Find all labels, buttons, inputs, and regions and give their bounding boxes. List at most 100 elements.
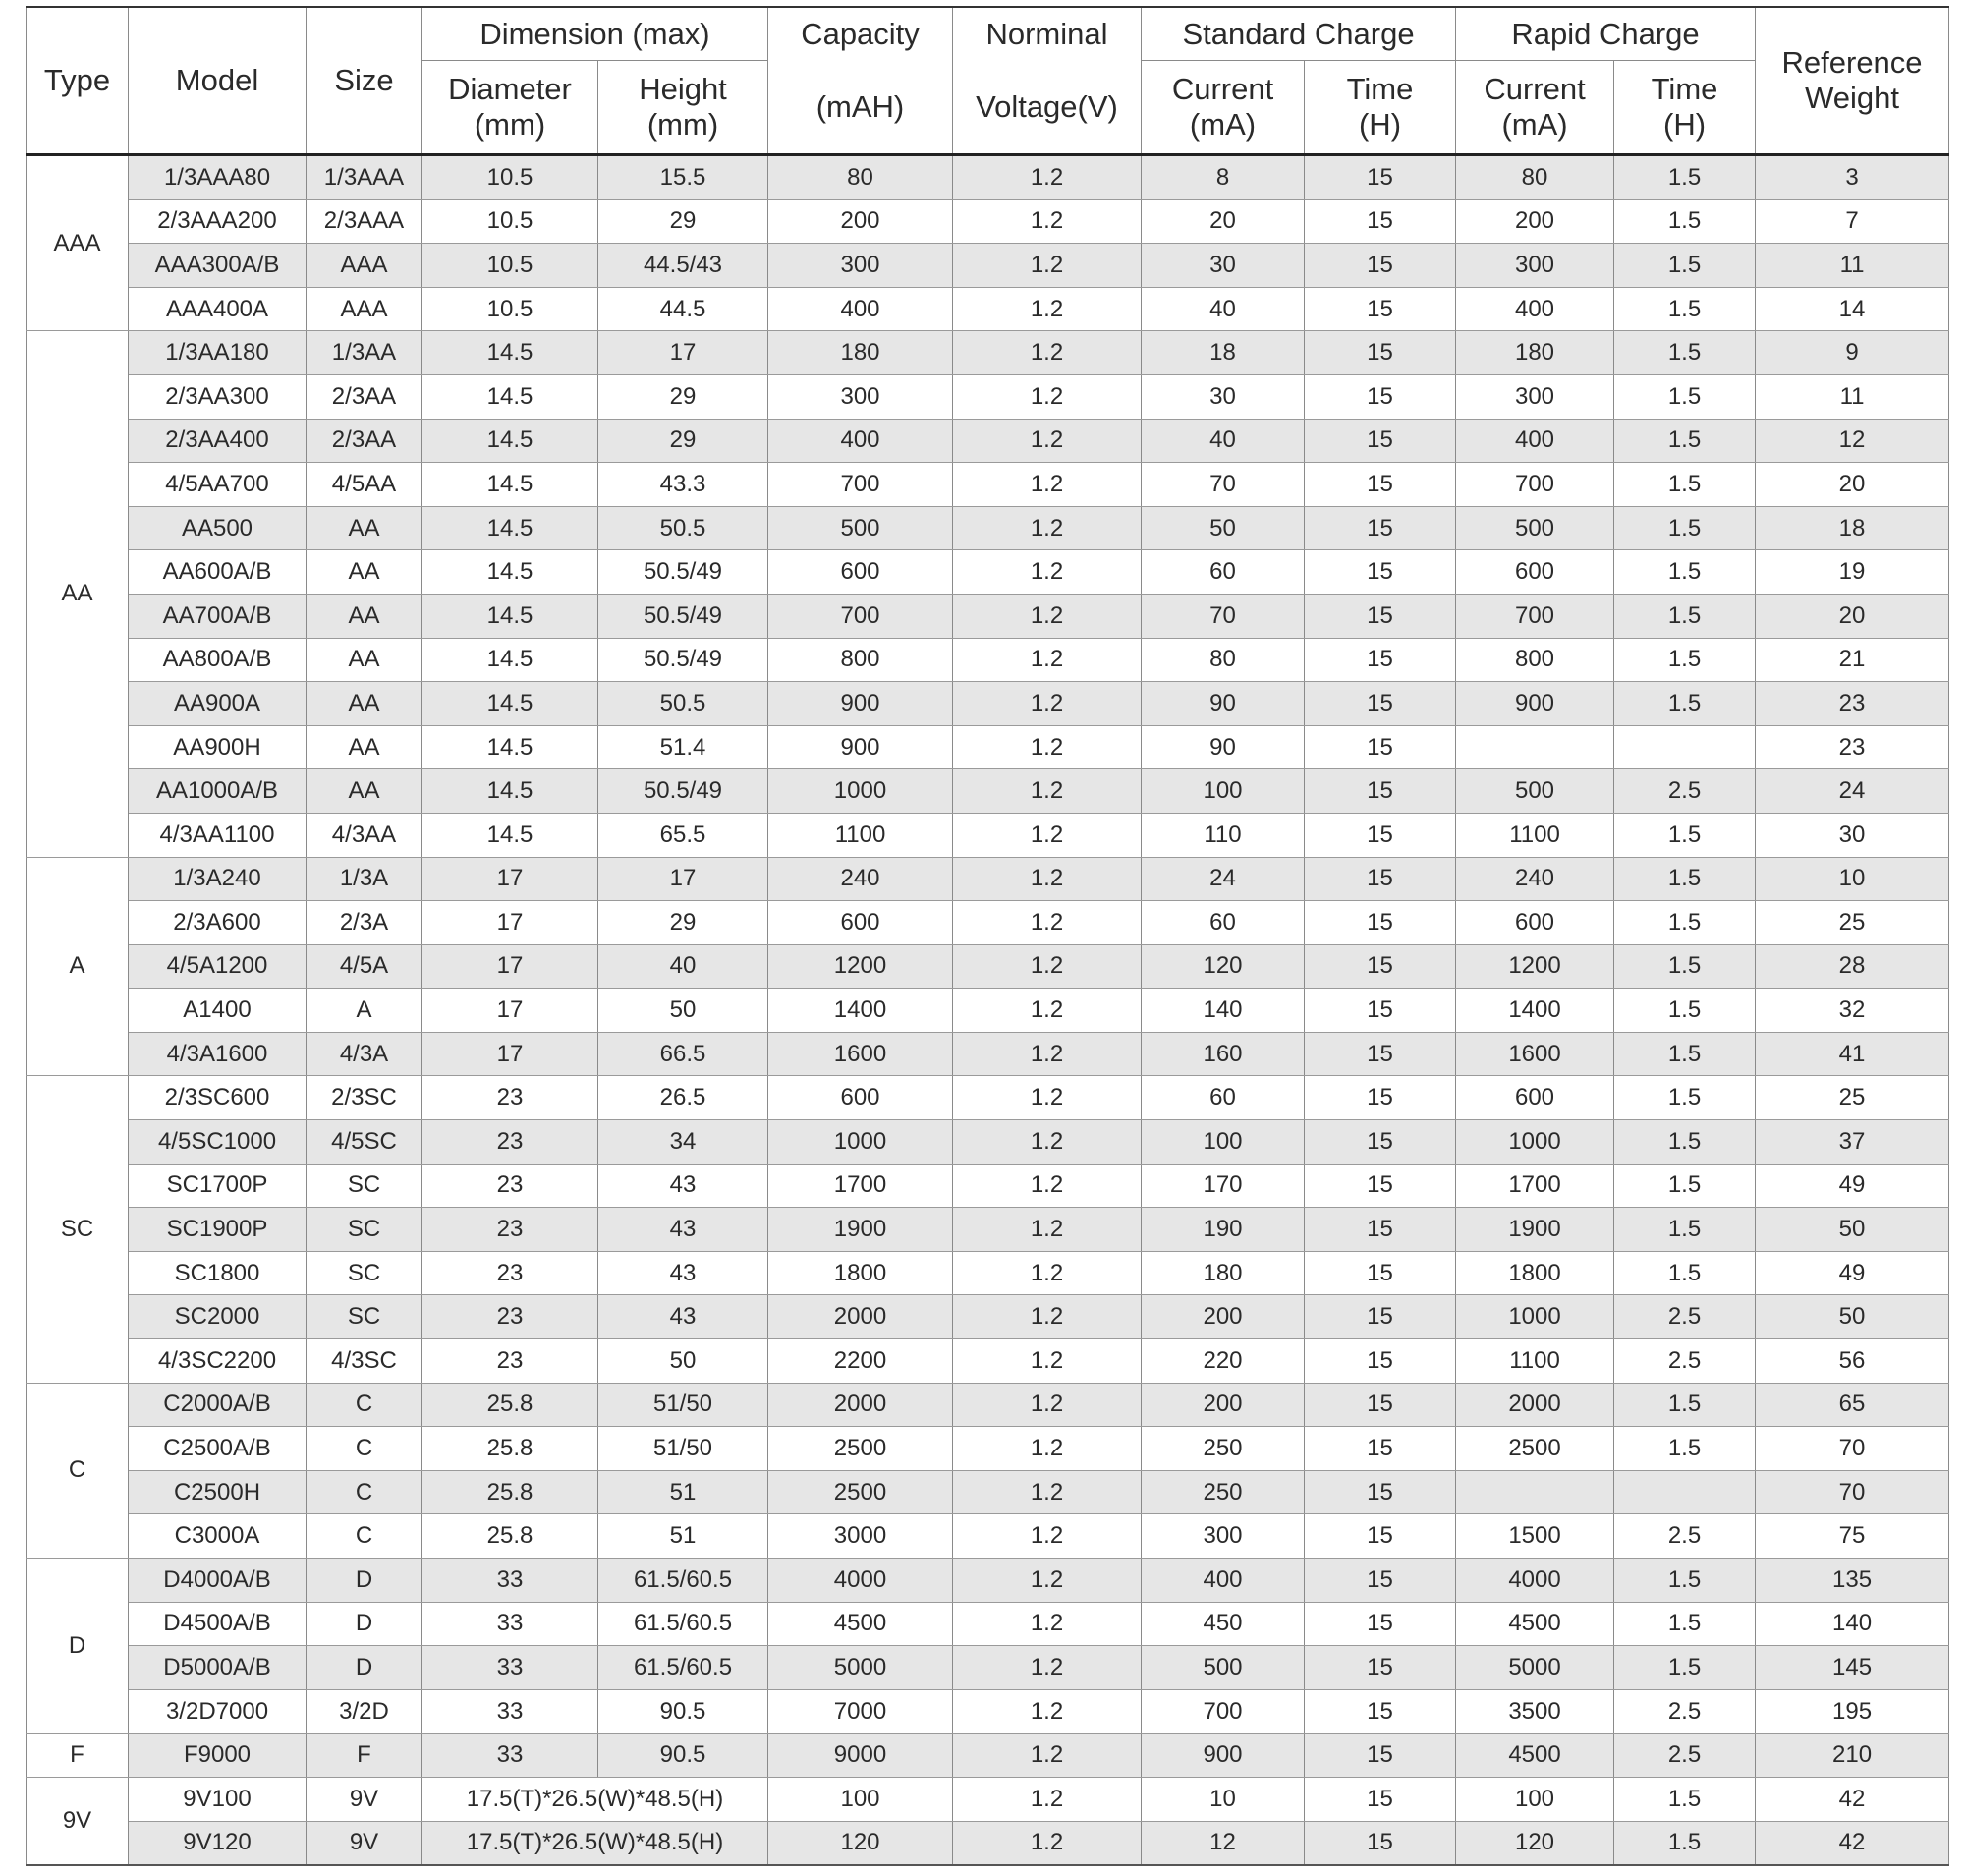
table-cell: 70 <box>1755 1470 1950 1515</box>
header-cell: Rapid Charge <box>1455 6 1757 61</box>
table-cell: C2500A/B <box>128 1426 307 1471</box>
table-cell: 1/3AA180 <box>128 330 307 375</box>
table-cell: AAA400A <box>128 287 307 332</box>
table-cell: 2/3AA400 <box>128 419 307 464</box>
table-cell: 1.5 <box>1613 243 1757 288</box>
table-cell: 15 <box>1303 988 1457 1033</box>
table-cell: 1.2 <box>952 857 1142 902</box>
table-cell: 15 <box>1303 1251 1457 1296</box>
table-cell: D <box>306 1558 422 1603</box>
table-cell: 60 <box>1141 1075 1305 1121</box>
table-row: 4/3SC2200 4/3SC 23 50 2200 1.2 220 15 1100 2.5 56 <box>27 1338 1950 1384</box>
table-cell: 1/3A <box>306 857 422 902</box>
table-cell: 3/2D7000 <box>128 1689 307 1734</box>
header-cell: Time (H) <box>1303 60 1457 156</box>
table-cell: 700 <box>1141 1689 1305 1734</box>
table-cell: 1.5 <box>1613 1821 1757 1867</box>
table-cell: 1.5 <box>1613 287 1757 332</box>
table-row: SC1900P SC 23 43 1900 1.2 190 15 1900 1.5 50 <box>27 1207 1950 1252</box>
table-cell: D5000A/B <box>128 1645 307 1690</box>
header-cell: Type <box>26 6 129 156</box>
table-cell: 61.5/60.5 <box>597 1645 768 1690</box>
table-cell: 120 <box>1141 944 1305 990</box>
table-cell: 1.5 <box>1613 1164 1757 1209</box>
table-cell: C <box>306 1426 422 1471</box>
table-row: SC 2/3SC600 2/3SC 23 26.5 600 1.2 60 15 600 1.5 25 <box>26 1075 1950 1384</box>
table-cell: 30 <box>1141 374 1305 420</box>
header-cell: Current (mA) <box>1141 60 1305 156</box>
table-cell: 10.5 <box>421 154 598 200</box>
table-cell: 1.2 <box>952 1338 1142 1384</box>
table-cell: 195 <box>1755 1689 1950 1734</box>
table-cell: 1.2 <box>952 1821 1142 1867</box>
table-cell: 400 <box>1455 287 1615 332</box>
table-cell: 23 <box>1755 725 1950 770</box>
table-cell: 50 <box>597 988 768 1033</box>
table-cell: 1.2 <box>952 1032 1142 1077</box>
table-cell: 1.2 <box>952 725 1142 770</box>
table-cell: 1.5 <box>1613 1075 1757 1121</box>
table-row: AA1000A/B AA 14.5 50.5/49 1000 1.2 100 15 500 2.5… <box>27 768 1950 814</box>
table-cell: 9 <box>1755 330 1950 375</box>
table-cell: 15 <box>1303 1689 1457 1734</box>
table-cell: 1100 <box>767 813 953 858</box>
table-cell: 135 <box>1755 1558 1950 1603</box>
table-cell: 2500 <box>767 1426 953 1471</box>
table-cell: 2000 <box>767 1383 953 1428</box>
table-cell: 23 <box>421 1164 598 1209</box>
table-cell: 29 <box>597 900 768 945</box>
table-cell: 1.2 <box>952 594 1142 639</box>
table-cell: 18 <box>1755 506 1950 551</box>
table-cell: 17.5(T)*26.5(W)*48.5(H) <box>421 1777 768 1822</box>
table-cell: C3000A <box>128 1513 307 1559</box>
table-row: F F9000 F 33 90.5 9000 1.2 900 15 4500 2.5 210 <box>26 1733 1950 1778</box>
table-cell: 9V100 <box>128 1777 307 1822</box>
table-cell: 25.8 <box>421 1470 598 1515</box>
table-cell: 7 <box>1755 199 1950 245</box>
table-cell: 500 <box>767 506 953 551</box>
table-cell: SC1700P <box>128 1164 307 1209</box>
table-cell: 70 <box>1141 462 1305 507</box>
table-cell: 70 <box>1141 594 1305 639</box>
table-cell: 66.5 <box>597 1032 768 1077</box>
table-cell: 1.5 <box>1613 1032 1757 1077</box>
table-cell: 60 <box>1141 900 1305 945</box>
table-cell: 400 <box>767 419 953 464</box>
table-cell: 300 <box>1455 374 1615 420</box>
table-cell: 4/3A <box>306 1032 422 1077</box>
table-cell <box>1613 725 1757 770</box>
table-cell: 2200 <box>767 1338 953 1384</box>
table-cell <box>1455 1470 1615 1515</box>
table-cell: 18 <box>1141 330 1305 375</box>
table-cell: 65 <box>1755 1383 1950 1428</box>
table-cell: 1.2 <box>952 374 1142 420</box>
table-cell: 33 <box>421 1689 598 1734</box>
table-cell: 25.8 <box>421 1513 598 1559</box>
type-cell: C <box>26 1383 129 1560</box>
table-row: C C2000A/B C 25.8 51/50 2000 1.2 200 15 2000 1.5 65 <box>26 1383 1950 1560</box>
header-cell: Reference Weight <box>1755 6 1950 156</box>
table-cell: 15 <box>1303 1470 1457 1515</box>
table-cell: 15 <box>1303 1075 1457 1121</box>
table-cell: 900 <box>1455 681 1615 726</box>
table-cell: 700 <box>767 462 953 507</box>
table-cell: 40 <box>1141 287 1305 332</box>
table-cell: 1.2 <box>952 1426 1142 1471</box>
table-cell: 1.2 <box>952 1513 1142 1559</box>
header-cell: Capacity <box>767 6 953 61</box>
header-cell: Height (mm) <box>597 60 768 156</box>
table-row: AA800A/B AA 14.5 50.5/49 800 1.2 80 15 800 1.5 21 <box>27 638 1950 683</box>
table-cell: 30 <box>1141 243 1305 288</box>
table-cell: 1.2 <box>952 681 1142 726</box>
table-cell: SC <box>306 1294 422 1340</box>
table-cell: 100 <box>1455 1777 1615 1822</box>
table-cell: AA <box>306 681 422 726</box>
table-row: C3000A C 25.8 51 3000 1.2 300 15 1500 2.5 75 <box>27 1513 1950 1559</box>
type-cell: AA <box>26 330 129 858</box>
table-cell: 1000 <box>767 768 953 814</box>
table-cell: 15 <box>1303 1207 1457 1252</box>
table-cell: 14.5 <box>421 506 598 551</box>
table-cell: 4/5A1200 <box>128 944 307 990</box>
table-cell: 240 <box>767 857 953 902</box>
table-cell: 110 <box>1141 813 1305 858</box>
